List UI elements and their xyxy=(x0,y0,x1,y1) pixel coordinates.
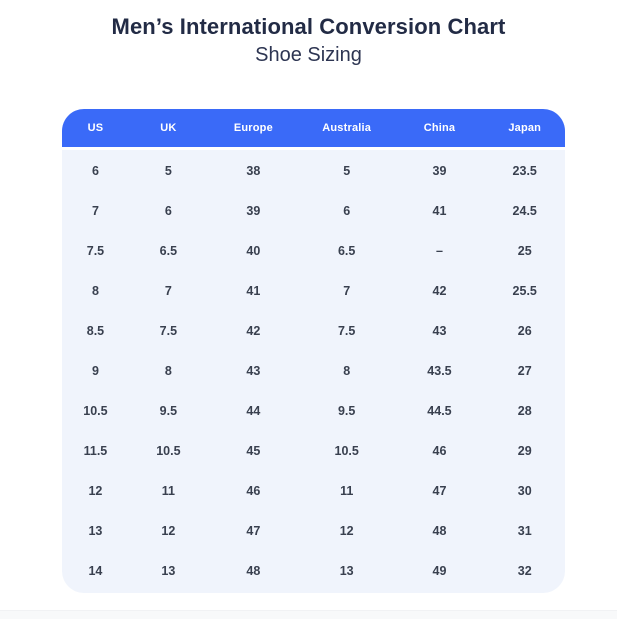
table-row: 11.5 10.5 45 10.5 46 29 xyxy=(62,431,565,471)
table-cell: 28 xyxy=(517,404,532,418)
table-cell: 38 xyxy=(246,164,261,178)
table-row: 8.5 7.5 42 7.5 43 26 xyxy=(62,311,565,351)
table-cell: 25.5 xyxy=(512,284,537,298)
table-cell: – xyxy=(435,244,443,258)
table-header-row: US UK Europe Australia China Japan xyxy=(62,109,565,147)
table-cell: 42 xyxy=(432,284,447,298)
page-title: Men’s International Conversion Chart xyxy=(111,14,506,39)
table-cell: 12 xyxy=(161,524,176,538)
table-row: 14 13 48 13 49 32 xyxy=(62,551,565,591)
bottom-strip xyxy=(0,610,617,619)
table-cell: 32 xyxy=(517,564,532,578)
conversion-table: US UK Europe Australia China Japan 6 5 38 5 39 23.… xyxy=(62,109,565,593)
table-row: 7 6 39 6 41 24.5 xyxy=(62,191,565,231)
table-row: 8 7 41 7 42 25.5 xyxy=(62,271,565,311)
table-cell: 5 xyxy=(164,164,172,178)
table-cell: 6 xyxy=(91,164,99,178)
table-cell: 9.5 xyxy=(337,404,356,418)
table-cell: 47 xyxy=(246,524,261,538)
table-cell: 48 xyxy=(246,564,261,578)
column-header-japan: Japan xyxy=(508,122,542,134)
table-row: 13 12 47 12 48 31 xyxy=(62,511,565,551)
table-body: 6 5 38 5 39 23.5 7 6 39 6 41 24.5 7.5 6.5 40 6.5 – 25 8 7 41… xyxy=(62,150,565,593)
table-cell: 12 xyxy=(339,524,354,538)
table-cell: 41 xyxy=(246,284,261,298)
table-cell: 13 xyxy=(88,524,103,538)
column-header-us: US xyxy=(87,122,104,134)
table-cell: 7.5 xyxy=(337,324,356,338)
table-row: 12 11 46 11 47 30 xyxy=(62,471,565,511)
table-cell: 48 xyxy=(432,524,447,538)
table-cell: 31 xyxy=(517,524,532,538)
table-cell: 8 xyxy=(164,364,172,378)
table-row: 9 8 43 8 43.5 27 xyxy=(62,351,565,391)
table-cell: 30 xyxy=(517,484,532,498)
table-cell: 49 xyxy=(432,564,447,578)
table-cell: 6.5 xyxy=(337,244,356,258)
table-cell: 14 xyxy=(88,564,103,578)
table-cell: 7.5 xyxy=(159,324,178,338)
table-cell: 43 xyxy=(246,364,261,378)
table-row: 6 5 38 5 39 23.5 xyxy=(62,151,565,191)
table-cell: 9.5 xyxy=(159,404,178,418)
table-cell: 23.5 xyxy=(512,164,537,178)
table-cell: 12 xyxy=(88,484,103,498)
table-cell: 6 xyxy=(343,204,351,218)
table-cell: 11 xyxy=(161,484,175,498)
column-header-europe: Europe xyxy=(233,122,273,134)
page-subtitle: Shoe Sizing xyxy=(255,44,362,66)
table-cell: 7.5 xyxy=(86,244,105,258)
table-cell: 10.5 xyxy=(334,444,359,458)
table-cell: 8 xyxy=(91,284,99,298)
table-cell: 11.5 xyxy=(83,444,108,458)
table-cell: 8 xyxy=(343,364,351,378)
table-cell: 9 xyxy=(91,364,99,378)
table-cell: 7 xyxy=(164,284,172,298)
table-cell: 29 xyxy=(517,444,532,458)
table-cell: 6 xyxy=(164,204,172,218)
table-cell: 24.5 xyxy=(512,204,537,218)
table-row: 7.5 6.5 40 6.5 – 25 xyxy=(62,231,565,271)
table-cell: 7 xyxy=(91,204,99,218)
table-cell: 41 xyxy=(432,204,447,218)
table-cell: 10.5 xyxy=(83,404,108,418)
column-header-china: China xyxy=(423,122,456,134)
table-cell: 46 xyxy=(432,444,447,458)
table-cell: 40 xyxy=(246,244,261,258)
table-cell: 44.5 xyxy=(427,404,452,418)
table-cell: 45 xyxy=(246,444,261,458)
column-header-australia: Australia xyxy=(322,122,372,134)
table-cell: 26 xyxy=(517,324,532,338)
table-cell: 39 xyxy=(432,164,447,178)
table-cell: 44 xyxy=(246,404,261,418)
table-cell: 42 xyxy=(246,324,261,338)
table-cell: 13 xyxy=(339,564,354,578)
table-cell: 39 xyxy=(246,204,261,218)
table-cell: 25 xyxy=(517,244,532,258)
table-cell: 5 xyxy=(343,164,351,178)
table-cell: 47 xyxy=(432,484,447,498)
table-cell: 10.5 xyxy=(156,444,181,458)
table-cell: 46 xyxy=(246,484,261,498)
table-row: 10.5 9.5 44 9.5 44.5 28 xyxy=(62,391,565,431)
table-cell: 8.5 xyxy=(86,324,105,338)
table-cell: 13 xyxy=(161,564,176,578)
table-cell: 11 xyxy=(340,484,354,498)
table-cell: 6.5 xyxy=(159,244,178,258)
table-cell: 43.5 xyxy=(427,364,452,378)
table-cell: 27 xyxy=(517,364,532,378)
table-cell: 43 xyxy=(432,324,447,338)
column-header-uk: UK xyxy=(160,122,177,134)
table-cell: 7 xyxy=(343,284,351,298)
